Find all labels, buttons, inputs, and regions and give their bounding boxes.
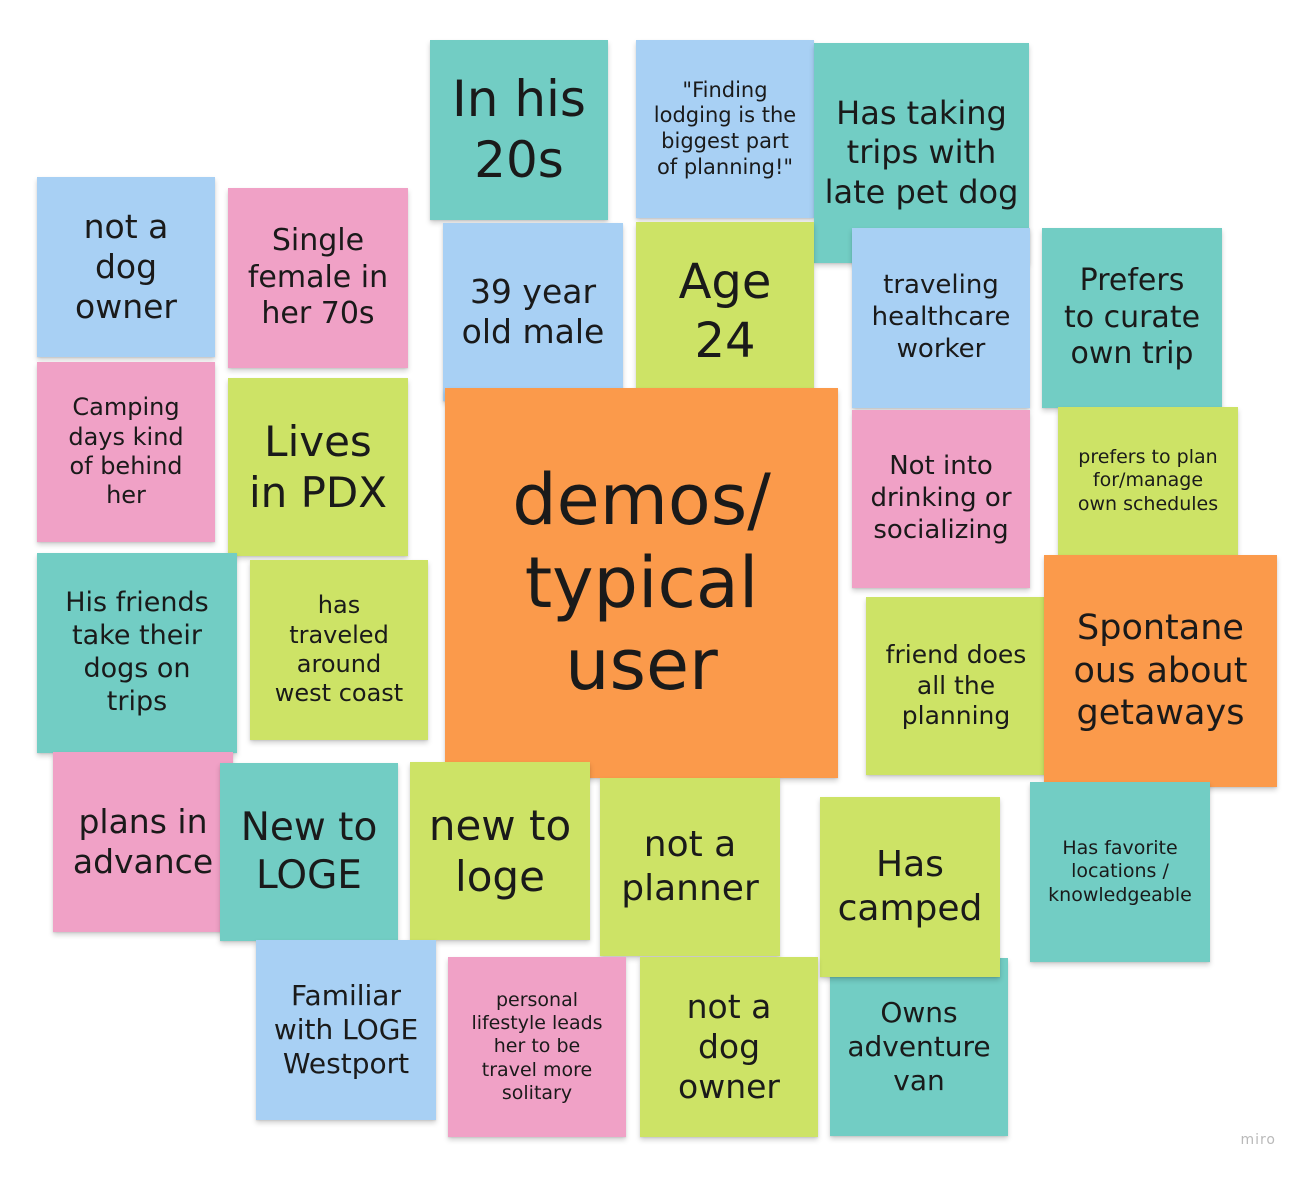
sticky-note[interactable]: new to loge (410, 762, 590, 940)
sticky-note[interactable]: Has favorite locations / knowledgeable (1030, 782, 1210, 962)
sticky-note[interactable]: New to LOGE (220, 763, 398, 941)
sticky-note[interactable]: Has camped (820, 797, 1000, 977)
sticky-note[interactable]: Familiar with LOGE Westport (256, 940, 436, 1120)
sticky-note[interactable]: Camping days kind of behind her (37, 362, 215, 542)
sticky-note[interactable]: Lives in PDX (228, 378, 408, 556)
sticky-note[interactable]: Owns adventure van (830, 958, 1008, 1136)
sticky-note[interactable]: not a planner (600, 778, 780, 956)
sticky-note[interactable]: "Finding lodging is the biggest part of … (636, 40, 814, 218)
sticky-note[interactable]: prefers to plan for/manage own schedules (1058, 407, 1238, 555)
sticky-note[interactable]: friend does all the planning (866, 597, 1046, 775)
sticky-note[interactable]: personal lifestyle leads her to be trave… (448, 957, 626, 1137)
sticky-note[interactable]: Age 24 (636, 222, 814, 402)
sticky-note[interactable]: has traveled around west coast (250, 560, 428, 740)
miro-watermark: miro (1240, 1132, 1276, 1148)
sticky-note[interactable]: His friends take their dogs on trips (37, 553, 237, 753)
sticky-note[interactable]: 39 year old male (443, 223, 623, 401)
sticky-note[interactable]: In his 20s (430, 40, 608, 220)
sticky-note[interactable]: Spontane ous about getaways (1044, 555, 1277, 787)
sticky-note[interactable]: Not into drinking or socializing (852, 410, 1030, 588)
sticky-note[interactable]: Single female in her 70s (228, 188, 408, 368)
sticky-note[interactable]: not a dog owner (37, 177, 215, 357)
sticky-note[interactable]: traveling healthcare worker (852, 228, 1030, 408)
sticky-note-central[interactable]: demos/ typical user (445, 388, 838, 778)
sticky-note[interactable]: plans in advance (53, 752, 233, 932)
sticky-note[interactable]: not a dog owner (640, 957, 818, 1137)
sticky-note[interactable]: Prefers to curate own trip (1042, 228, 1222, 408)
sticky-note[interactable]: Has taking trips with late pet dog (814, 43, 1029, 263)
